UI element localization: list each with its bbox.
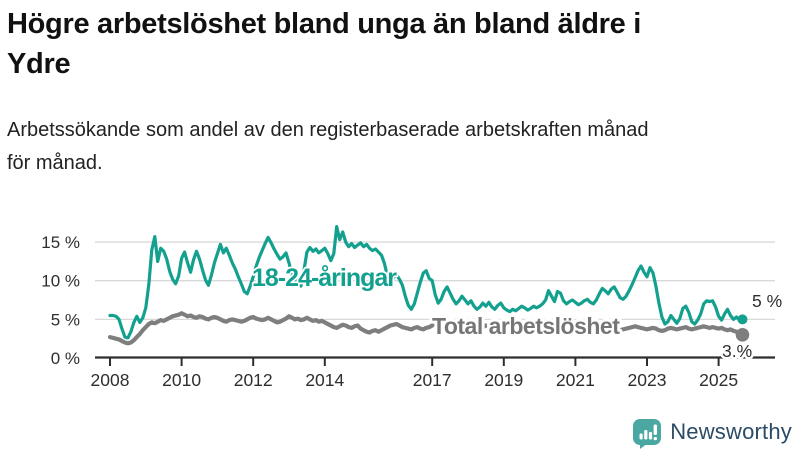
y-axis-label-15: 15 % [41,233,80,252]
x-axis-label-2023: 2023 [628,370,667,390]
x-axis-label-2025: 2025 [699,370,738,390]
chart-title: Högre arbetslöshet bland unga än bland ä… [7,4,793,84]
x-axis-label-2008: 2008 [91,370,130,390]
newsworthy-logo-icon [633,418,662,449]
end-value-label-youth: 5 % [752,291,782,311]
chart-subtitle-line-1: Arbetssökande som andel av den registerb… [7,119,649,141]
x-axis-label-2014: 2014 [305,370,344,390]
series-line-total [107,311,745,346]
chart-subtitle: Arbetssökande som andel av den registerb… [7,114,793,180]
series-endpoint-dot-youth [737,314,748,325]
x-axis-label-2012: 2012 [234,370,273,390]
y-axis-label-10: 10 % [41,272,80,291]
end-value-label-total: 3.% [722,341,752,361]
x-axis-label-2017: 2017 [413,370,452,390]
chart-title-line-1: Högre arbetslöshet bland unga än bland ä… [7,8,641,40]
y-axis-label-5: 5 % [51,310,80,329]
series-label-total: Total arbetslöshet [432,313,620,339]
x-axis-label-2010: 2010 [162,370,201,390]
series-label-youth: 18-24-åringar [252,264,397,292]
newsworthy-logo-text: Newsworthy [670,419,792,444]
y-axis-label-0: 0 % [51,349,80,368]
chart-title-line-2: Ydre [7,48,71,80]
series-line-youth [108,225,745,340]
newsworthy-logo: Newsworthy [631,415,792,449]
chart-subtitle-line-2: för månad. [7,152,103,174]
x-axis-label-2019: 2019 [484,370,523,390]
series-endpoint-dot-total [735,328,750,342]
x-axis-label-2021: 2021 [556,370,595,390]
